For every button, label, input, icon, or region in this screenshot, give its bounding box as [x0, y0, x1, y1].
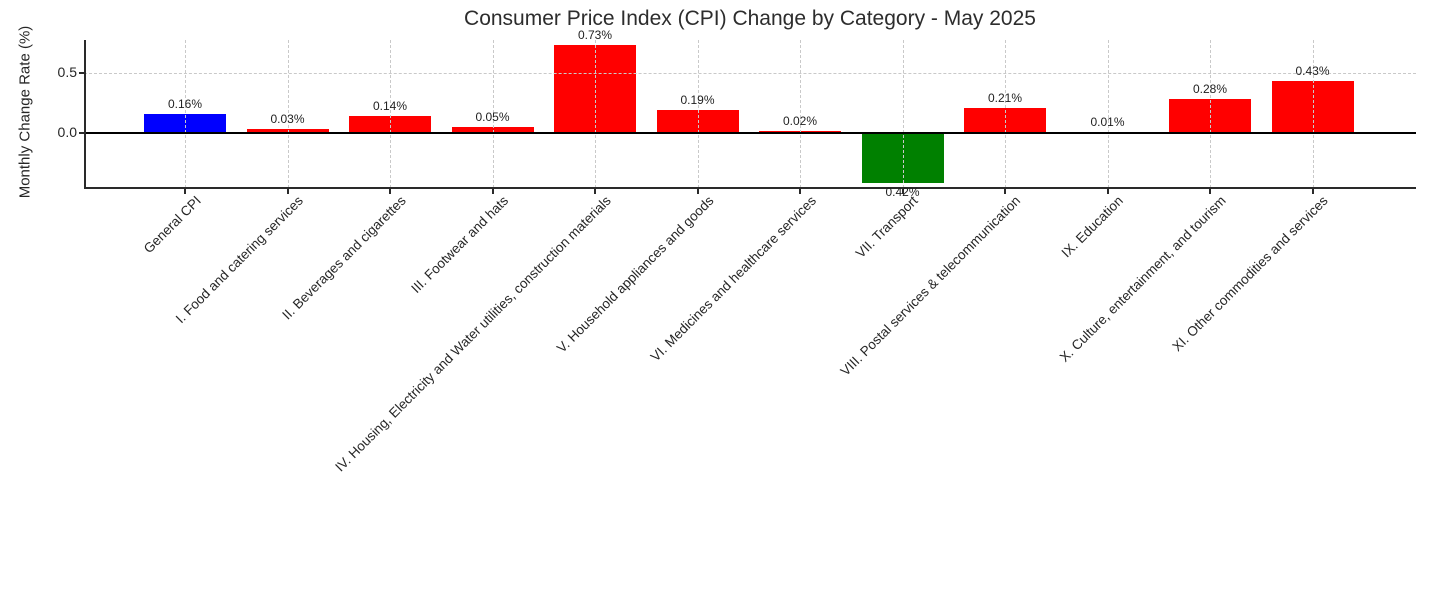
x-tick-mark [799, 189, 801, 194]
bar-value-label: 0.19% [680, 93, 715, 108]
x-tick-label: X. Culture, entertainment, and tourism [1056, 193, 1229, 365]
x-tick-mark [901, 189, 904, 194]
x-tick-mark [286, 189, 289, 194]
bar-value-label: 0.03% [270, 112, 305, 127]
x-tick-mark [1106, 189, 1109, 194]
x-tick-mark [594, 189, 596, 194]
x-tick-label: VII. Transport [853, 193, 922, 261]
bar-value-label: 0.73% [577, 28, 613, 43]
x-tick-label: IX. Education [1058, 193, 1127, 261]
bar-value-label: 0.16% [167, 96, 203, 111]
gridline-vertical [1312, 40, 1314, 188]
bar-value-label: 0.05% [475, 110, 510, 124]
x-tick-mark [491, 189, 494, 194]
gridline-vertical [902, 40, 904, 188]
x-tick-mark [389, 189, 391, 194]
gridline-vertical [287, 40, 289, 188]
bar-value-label: 0.28% [1192, 82, 1228, 97]
x-tick-mark [1311, 189, 1314, 194]
bar-value-label: 0.42% [885, 185, 920, 200]
x-tick-mark [184, 189, 186, 194]
gridline-vertical [1005, 40, 1006, 188]
gridline-vertical [697, 40, 699, 188]
gridline-vertical [595, 40, 596, 188]
x-tick-mark [1004, 189, 1006, 194]
bar-value-label: 0.02% [782, 113, 818, 128]
bar-value-label: 0.01% [1090, 114, 1125, 129]
chart-title: Consumer Price Index (CPI) Change by Cat… [464, 7, 1036, 30]
gridline-vertical [185, 40, 186, 188]
x-tick-label: III. Footwear and hats [408, 193, 512, 296]
y-axis-label: Monthly Change Rate (%) [16, 25, 34, 199]
x-axis-spine [84, 187, 1416, 189]
bar-value-label: 0.21% [987, 90, 1023, 105]
y-tick-label: 0.0 [57, 124, 77, 140]
zero-line [84, 132, 1416, 134]
x-tick-mark [696, 189, 699, 194]
x-tick-label: II. Beverages and cigarettes [279, 193, 409, 323]
gridline-vertical [1107, 40, 1109, 188]
y-axis-spine [84, 40, 86, 188]
x-tick-label: VIII. Postal services & telecommunicatio… [837, 193, 1024, 379]
gridline-vertical [1210, 40, 1211, 188]
gridline-horizontal [84, 73, 1416, 74]
bar-value-label: 0.43% [1295, 64, 1330, 79]
gridline-vertical [492, 40, 494, 188]
x-tick-mark [1209, 189, 1211, 194]
y-tick-label: 0.5 [57, 64, 77, 80]
y-tick-mark [79, 132, 84, 134]
y-tick-mark [79, 72, 84, 74]
x-tick-label: VI. Medicines and healthcare services [647, 193, 819, 365]
bar-value-label: 0.14% [372, 99, 408, 114]
x-tick-label: General CPI [140, 193, 204, 257]
gridline-vertical [800, 40, 801, 188]
gridline-vertical [390, 40, 391, 188]
